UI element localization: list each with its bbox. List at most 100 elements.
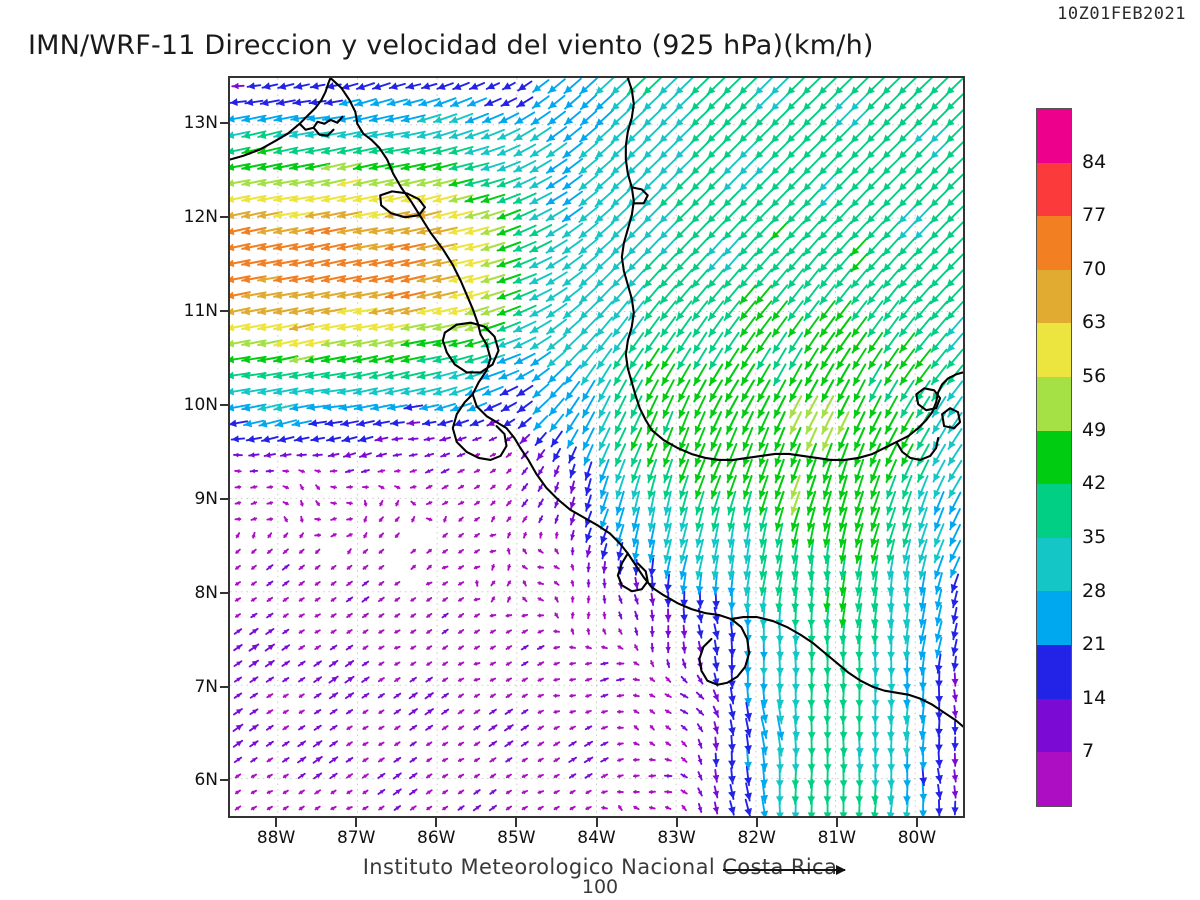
wind-arrow [553,805,560,811]
colorbar-band-7 [1037,484,1071,538]
wind-arrow [250,805,258,811]
wind-arrow [441,692,449,699]
y-axis-tick [220,121,229,124]
wind-arrow [394,725,401,731]
wind-arrow [473,677,481,683]
wind-arrow [329,772,338,780]
wind-arrow [680,773,688,779]
wind-arrow [346,773,354,779]
coastline-overlay [230,78,963,728]
wind-arrow [697,771,703,781]
wind-arrow [362,629,369,635]
map-plot-area [228,76,965,818]
wind-arrow [488,740,498,748]
wind-arrow [233,643,243,652]
wind-arrow [473,709,481,715]
wind-arrow [346,725,353,731]
wind-arrow [489,773,497,779]
wind-arrow [458,693,465,699]
wind-arrow [488,708,497,715]
wind-arrow [314,789,322,795]
wind-arrow [663,773,673,779]
wind-arrow [633,805,640,811]
wind-arrow [537,677,544,683]
wind-arrow [696,707,705,716]
wind-arrow [362,645,369,651]
wind-arrow [935,734,943,753]
colorbar-band-6 [1037,430,1071,485]
wind-arrow [633,627,639,636]
wind-arrow [394,645,401,651]
wind-arrow [951,689,959,703]
wind-arrow [281,644,291,651]
wind-arrow [728,800,736,816]
wind-arrow [282,805,289,811]
wind-arrow [457,757,465,763]
wind-arrow [377,677,385,683]
wind-arrow [695,691,705,700]
wind-arrow [585,644,592,650]
wind-arrow [282,677,290,683]
wind-arrow [266,805,273,811]
wind-arrow [393,756,402,763]
wind-arrow [600,773,609,779]
wind-arrow [681,740,688,748]
wind-arrow [521,629,529,635]
wind-arrow [234,789,241,795]
wind-arrow [441,773,449,779]
wind-arrow [697,787,703,797]
wind-arrow [744,798,752,816]
wind-arrow [314,613,321,619]
wind-arrow [728,686,736,705]
wind-arrow [426,661,433,667]
wind-arrow [521,660,529,667]
wind-arrow [728,621,736,642]
wind-arrow [760,700,769,724]
wind-arrow [328,692,339,700]
wind-arrow [458,645,465,651]
wind-arrow [633,741,640,746]
wind-arrow [951,800,959,816]
wind-arrow [649,724,655,731]
wind-arrow [362,805,369,811]
wind-arrow [425,724,434,731]
wind-arrow [744,717,752,738]
wind-arrow [248,659,259,668]
wind-arrow [505,693,513,699]
wind-arrow [329,708,338,715]
wind-arrow [632,693,640,698]
wind-arrow [918,634,927,661]
wind-arrow [441,677,449,683]
wind-arrow [362,741,369,747]
wind-arrow [648,789,656,795]
wind-arrow [680,624,688,639]
wind-arrow [728,750,736,769]
wind-arrow [410,645,417,651]
colorbar-band-2 [1037,216,1071,270]
wind-arrow [632,774,640,779]
y-axis-tick [220,779,229,782]
wind-arrow [408,772,418,780]
wind-arrow [601,805,608,810]
wind-arrow [935,799,944,816]
wind-arrow [266,612,274,619]
wind-arrow [935,702,944,721]
wind-arrow [521,773,529,779]
reference-vector-label: 100 [581,876,619,898]
wind-arrow [377,757,385,763]
wind-arrow [744,749,752,771]
wind-arrow [616,677,625,682]
wind-arrow [266,757,274,763]
colorbar-band-8 [1037,537,1071,592]
wind-arrow [489,693,496,699]
wind-arrow [679,709,689,715]
wind-arrow [633,708,640,714]
wind-arrow [584,740,594,747]
wind-arrow [232,739,244,748]
wind-arrow [378,741,385,747]
wind-arrow [441,628,449,635]
wind-arrow [521,677,529,683]
wind-arrow [951,736,959,752]
wind-arrow [601,628,607,635]
